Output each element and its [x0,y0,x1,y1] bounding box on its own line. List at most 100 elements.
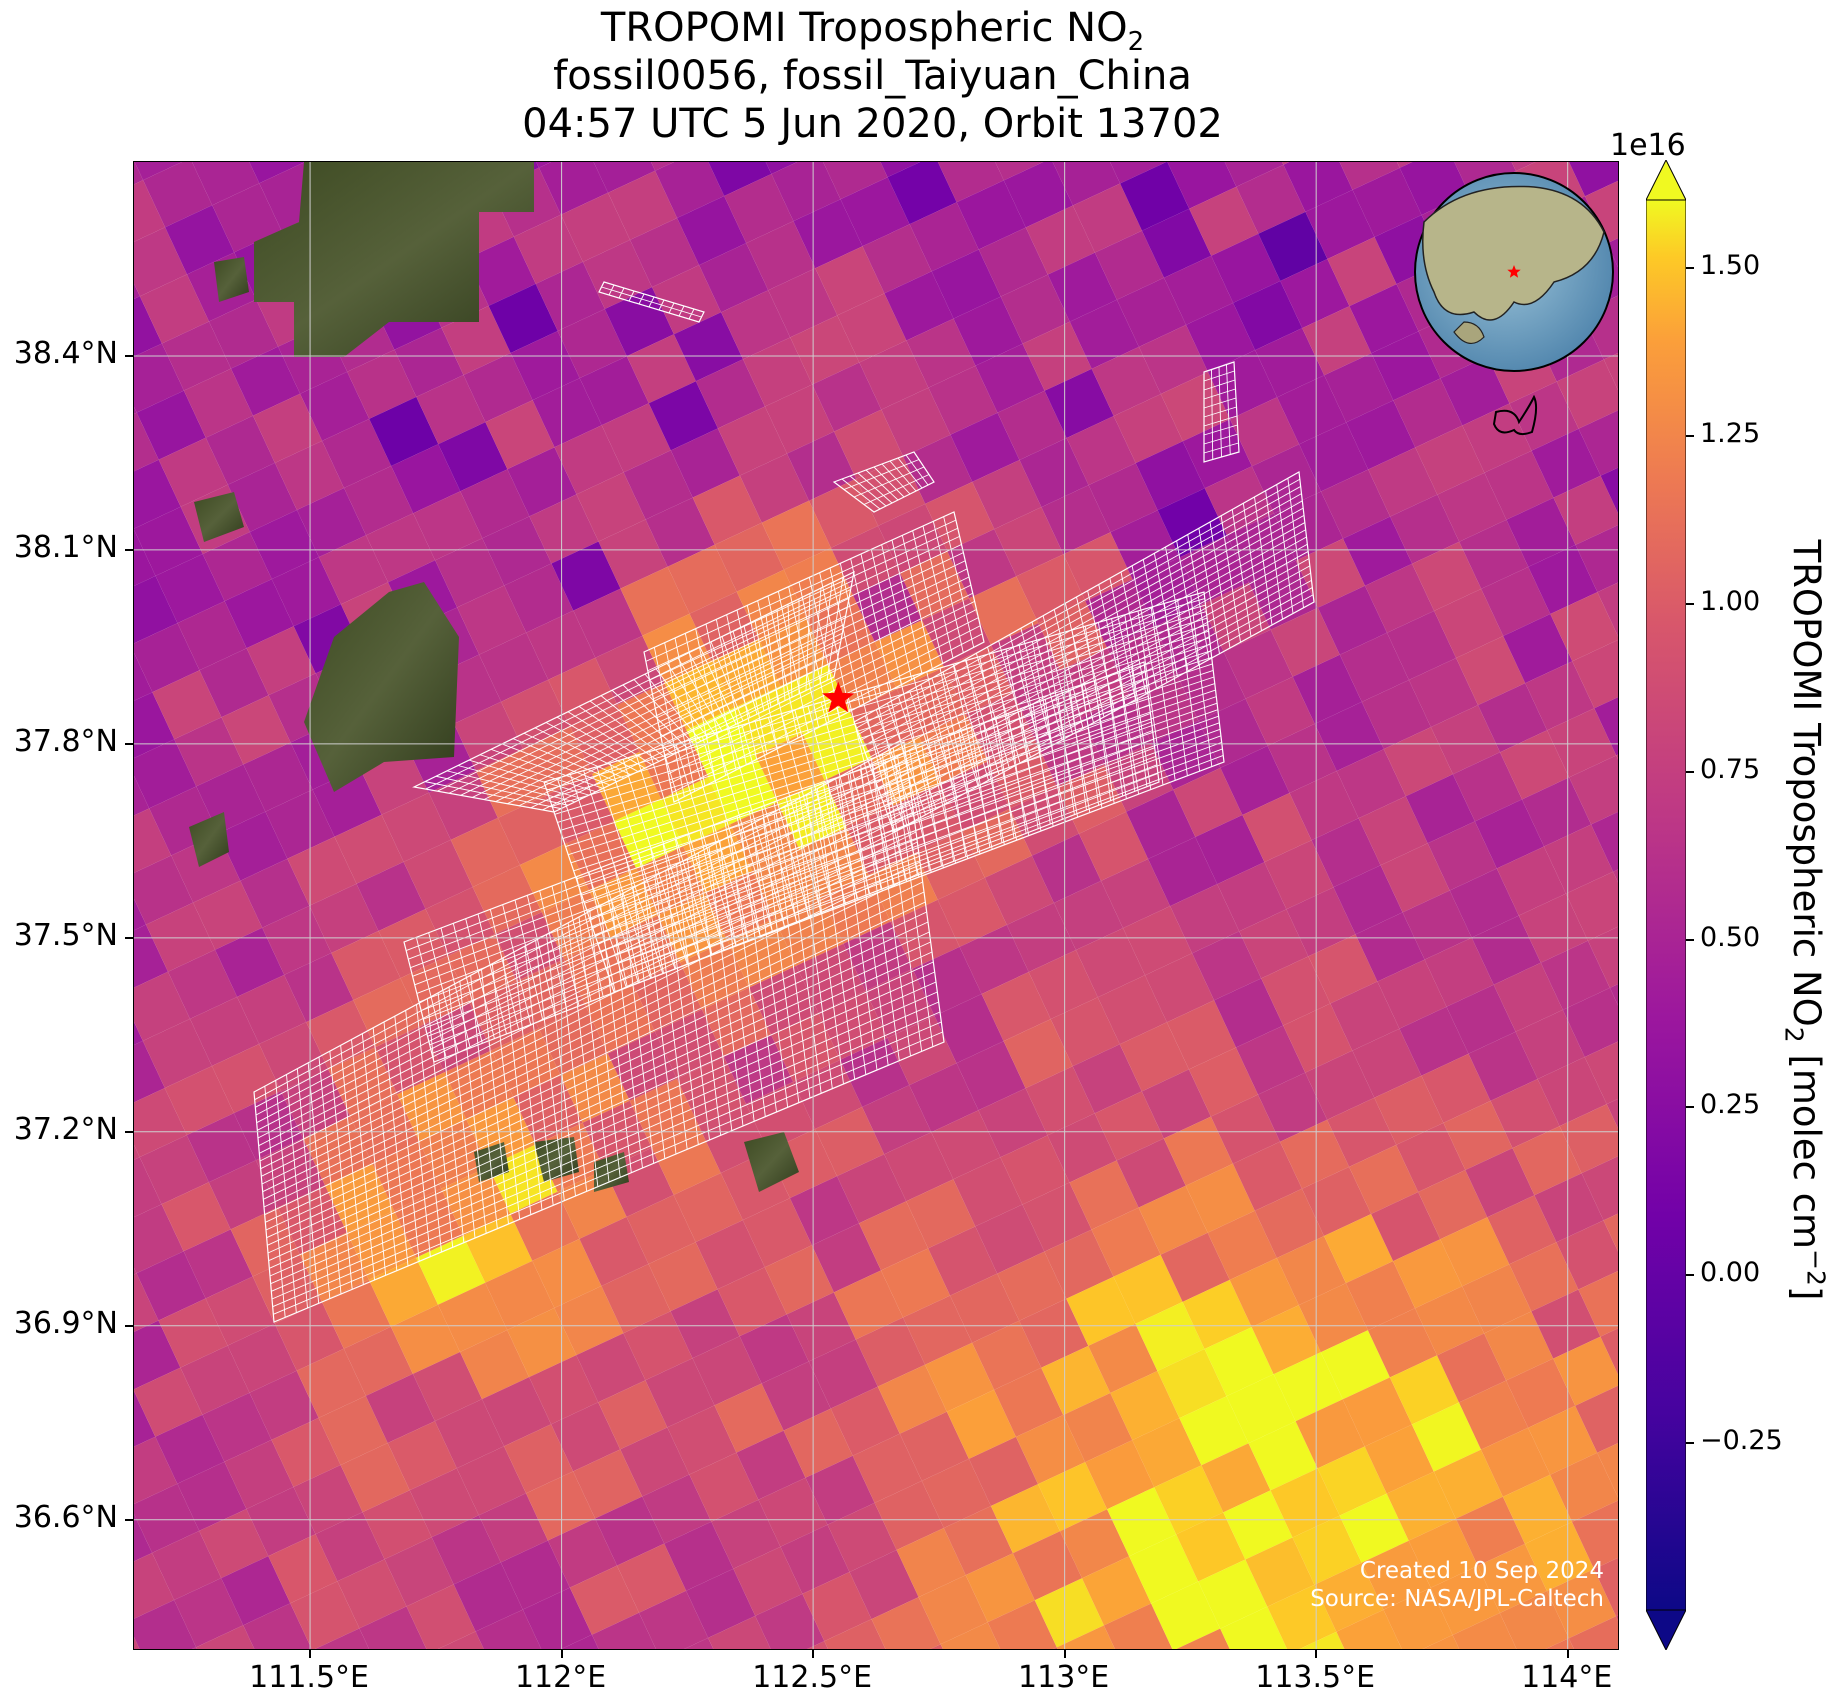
no2-pixel [1503,614,1573,684]
no2-pixel [1280,259,1350,329]
overlay-gridline [660,584,972,737]
no2-pixel [212,183,282,253]
title-line-3: 04:57 UTC 5 Jun 2020, Orbit 13702 [522,101,1223,147]
no2-pixel [211,1044,281,1114]
no2-pixel [1390,494,1460,564]
no2-pixel [1223,629,1293,699]
no2-pixel [742,1198,812,1268]
map-plot-area[interactable]: Created 10 Sep 2024 Source: NASA/JPL-Cal… [133,161,1619,1650]
lon-tick-mark [1566,1650,1569,1658]
no2-pixel [1545,1638,1574,1649]
no2-pixel [931,1110,1001,1180]
coastline-fragment [1492,394,1538,436]
no2-pixel [840,177,910,247]
no2-pixel [237,974,307,1044]
no2-pixel [196,1625,255,1649]
colorbar-tick-label: 1.50 [1700,250,1761,282]
no2-pixel [1254,1188,1324,1258]
no2-pixel [296,488,366,558]
no2-pixel [1019,438,1089,508]
no2-pixel [322,418,392,488]
no2-pixel [1317,585,1387,655]
overlay-gridline [601,286,702,318]
no2-pixel [253,393,323,463]
no2-pixel [1575,1385,1618,1453]
no2-pixel [928,365,998,435]
no2-pixel [1377,959,1447,1029]
no2-pixel [1052,162,1121,206]
no2-pixel [1069,299,1139,369]
overlay-gridline [270,991,938,1285]
no2-pixel [912,946,982,1016]
no2-pixel [884,1132,954,1202]
source-location-star-icon[interactable] [822,681,855,713]
no2-pixel [532,378,602,448]
no2-pixel [623,450,693,520]
no2-pixel [134,1436,178,1504]
no2-pixel [1524,1521,1594,1591]
no2-pixel [406,1584,476,1649]
no2-pixel [1556,359,1618,429]
no2-pixel [485,400,555,470]
no2-pixel [623,1311,693,1381]
no2-pixel [711,1499,781,1569]
no2-pixel [321,1279,391,1349]
no2-pixel [968,1436,1038,1506]
no2-pixel [667,1405,737,1475]
no2-pixel [695,1220,765,1290]
lon-tick-label: 113°E [1018,1660,1110,1695]
no2-pixel [271,557,341,627]
no2-pixel [1537,1057,1607,1127]
no2-pixel [1534,1173,1604,1243]
no2-pixel [1502,1474,1572,1544]
no2-pixel [1041,1345,1111,1415]
colorbar-extend-max [1645,158,1687,201]
no2-pixel [1025,1066,1095,1136]
no2-pixel [1157,488,1227,558]
overlay-gridline [259,821,915,1154]
no2-pixel [412,1352,482,1422]
no2-pixel [1251,1305,1321,1375]
no2-pixel [1230,397,1300,467]
no2-pixel [695,359,765,429]
no2-pixel [134,406,137,414]
no2-pixel [134,459,181,529]
no2-pixel [1204,1327,1274,1397]
no2-pixel [416,1235,486,1305]
no2-pixel [177,601,247,671]
lon-tick-label: 112.5°E [752,1660,873,1695]
colorbar [1645,158,1687,1652]
no2-pixel [177,1461,247,1531]
no2-pixel [1365,563,1435,633]
no2-pixel [608,170,678,240]
title-line-1: TROPOMI Tropospheric NO2 [600,5,1145,57]
no2-pixel [134,1600,197,1649]
no2-pixel [780,1524,850,1594]
no2-pixel [1170,884,1240,954]
overlay-gridline [429,764,1158,1046]
no2-pixel [168,949,238,1019]
no2-pixel [830,1386,900,1456]
no2-pixel [218,811,288,881]
no2-pixel [1198,1559,1268,1629]
overlay-gridline [656,568,968,719]
no2-pixel [1142,208,1212,278]
no2-pixel [654,1009,724,1079]
no2-pixel [196,764,266,834]
no2-pixel [309,883,379,953]
no2-pixel [1267,1584,1337,1649]
no2-pixel [1321,469,1391,539]
no2-pixel [1572,639,1618,709]
no2-pixel [965,1553,1035,1623]
overlay-gridline [649,535,960,681]
no2-pixel [1242,793,1312,863]
no2-pixel [645,1358,715,1428]
no2-pixel [981,972,1051,1042]
no2-pixel [1484,450,1554,520]
no2-pixel [425,887,495,957]
plume-grid-overlays [253,281,1315,1323]
no2-pixel [1440,1217,1510,1287]
no2-pixel [1091,1207,1161,1277]
no2-pixel [350,1094,420,1164]
no2-pixel [463,1213,533,1283]
